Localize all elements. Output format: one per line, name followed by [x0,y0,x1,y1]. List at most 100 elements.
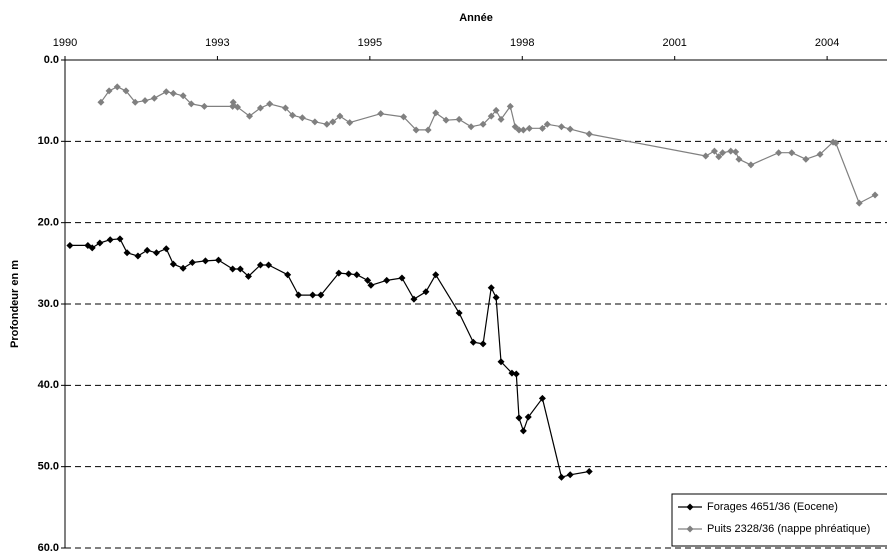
data-point [732,148,740,156]
data-point [515,126,523,134]
data-point [265,261,273,269]
data-point [143,246,151,254]
data-point [346,119,354,127]
data-point [515,414,523,422]
x-tick-label: 1995 [358,37,382,49]
data-point [775,149,783,157]
data-point [735,155,743,163]
legend-marker [686,525,694,533]
data-point [702,152,710,160]
data-point [816,150,824,158]
data-point [398,274,406,282]
y-tick-label: 30.0 [38,298,59,310]
data-point [123,249,131,257]
data-point [855,199,863,207]
data-point [162,245,170,253]
y-tick-label: 60.0 [38,542,59,551]
data-point [519,427,527,435]
data-point [497,115,505,123]
data-point [96,239,104,247]
legend-label: Forages 4651/36 (Eocene) [707,501,838,513]
data-point [455,115,463,123]
data-point [150,94,158,102]
data-point [295,291,303,299]
legend-marker [686,503,694,511]
data-point [284,271,292,279]
data-point [492,293,500,301]
data-point [469,338,477,346]
data-point [802,155,810,163]
data-point [524,413,532,421]
data-point [187,100,195,108]
y-tick-label: 50.0 [38,461,59,473]
x-axis-title: Année [459,12,493,24]
data-point [479,120,487,128]
data-point [179,92,187,100]
data-point [727,147,735,155]
data-point [508,369,516,377]
data-point [424,126,432,134]
data-point [364,276,372,284]
data-point [747,161,755,169]
data-point [432,271,440,279]
data-point [266,100,274,108]
data-point [479,340,487,348]
data-point [788,149,796,157]
x-tick-label: 2001 [662,37,686,49]
data-point [298,114,306,122]
data-point [309,291,317,299]
data-point [229,98,237,106]
data-point [543,120,551,128]
data-point [179,264,187,272]
data-point [134,252,142,260]
data-point [234,103,242,111]
data-point [311,118,319,126]
data-point [487,112,495,120]
data-point [229,265,237,273]
data-point [281,104,289,112]
series-line [100,86,876,204]
data-point [169,89,177,97]
data-point [719,149,727,157]
data-point [113,83,121,91]
data-point [229,102,237,110]
legend: Forages 4651/36 (Eocene) Puits 2328/36 (n… [671,493,887,547]
y-tick-label: 40.0 [38,379,59,391]
data-point [442,116,450,124]
data-point [336,112,344,120]
data-point [832,139,840,147]
y-axis-title: Profondeur en m [9,260,21,348]
data-point [131,98,139,106]
data-point [323,120,331,128]
x-tick-label: 1998 [510,37,534,49]
data-point [188,259,196,267]
data-point [410,295,418,303]
data-point [162,88,170,96]
data-point [383,276,391,284]
data-point [353,271,361,279]
legend-label: Puits 2328/36 (nappe phréatique) [707,523,870,535]
data-point [97,98,105,106]
data-point [511,123,519,131]
data-point [317,291,325,299]
data-point [412,126,420,134]
data-point [525,124,533,132]
data-point [141,97,149,105]
data-point [557,473,565,481]
data-point [116,235,124,243]
data-point [566,471,574,479]
data-point [236,265,244,273]
data-point [152,249,160,257]
data-point [512,370,520,378]
data-point [422,288,430,296]
data-point [585,130,593,138]
data-point [710,147,718,155]
data-point [497,358,505,366]
data-point [256,104,264,112]
data-point [557,123,565,131]
data-point [871,191,879,199]
y-tick-label: 0.0 [44,54,59,66]
data-point [455,309,463,317]
